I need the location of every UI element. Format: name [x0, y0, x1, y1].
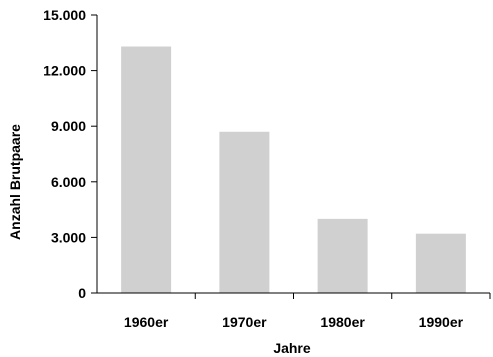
y-tick-label: 12.000 [43, 63, 86, 79]
x-axis-title: Jahre [273, 340, 311, 356]
bar-1970er [219, 131, 270, 293]
y-tick-label: 15.000 [43, 7, 86, 23]
y-tick-label: 3.000 [51, 229, 86, 245]
bar-1980er [317, 218, 368, 293]
bar-1960er [121, 46, 172, 293]
x-category-label: 1990er [419, 314, 464, 330]
y-tick-label: 9.000 [51, 118, 86, 134]
x-category-label: 1980er [320, 314, 365, 330]
x-category-label: 1960er [124, 314, 169, 330]
y-ticks-group: 0 3.000 6.000 9.000 12.000 15.000 [43, 7, 97, 301]
x-category-label: 1970er [222, 314, 267, 330]
y-tick-label: 6.000 [51, 174, 86, 190]
y-axis-title: Anzahl Brutpaare [7, 124, 23, 240]
bar-1990er [415, 233, 466, 293]
y-tick-label: 0 [78, 285, 86, 301]
bars-group [121, 46, 466, 293]
x-ticks-group: 1960er 1970er 1980er 1990er [124, 293, 491, 330]
